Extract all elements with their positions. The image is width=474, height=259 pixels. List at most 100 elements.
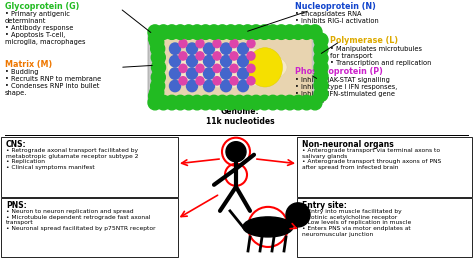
Circle shape: [148, 95, 162, 110]
Circle shape: [203, 80, 215, 92]
Circle shape: [150, 35, 164, 49]
Circle shape: [196, 77, 204, 85]
Circle shape: [156, 95, 171, 110]
Circle shape: [213, 64, 221, 73]
Circle shape: [314, 42, 328, 57]
Circle shape: [314, 87, 328, 102]
FancyBboxPatch shape: [1, 137, 178, 197]
Text: • Inhibits JAK-STAT signalling
• Inhibits type I IFN responses,
• Inhibits IFN-s: • Inhibits JAK-STAT signalling • Inhibit…: [295, 77, 397, 104]
Circle shape: [308, 25, 322, 39]
Text: • Neuron to neuron replication and spread
• Microtubule dependent retrograde fas: • Neuron to neuron replication and sprea…: [6, 209, 155, 231]
Circle shape: [220, 55, 231, 67]
Circle shape: [237, 80, 248, 92]
Circle shape: [283, 25, 297, 39]
Circle shape: [151, 79, 164, 93]
Circle shape: [232, 95, 246, 110]
Text: PNS:: PNS:: [6, 201, 27, 210]
Text: Glycoprotein (G): Glycoprotein (G): [5, 2, 79, 11]
Circle shape: [182, 25, 196, 39]
Text: Genome:
11k nucleotides: Genome: 11k nucleotides: [206, 107, 274, 126]
Circle shape: [220, 80, 231, 92]
Text: Nucleoprotein (N): Nucleoprotein (N): [295, 2, 376, 11]
Circle shape: [286, 203, 310, 227]
Circle shape: [196, 39, 204, 48]
Circle shape: [190, 95, 204, 110]
Circle shape: [308, 95, 322, 110]
Circle shape: [226, 142, 246, 162]
Circle shape: [230, 64, 238, 73]
Circle shape: [230, 39, 238, 48]
Circle shape: [230, 77, 238, 85]
Circle shape: [274, 25, 288, 39]
Circle shape: [257, 25, 272, 39]
Circle shape: [213, 52, 221, 60]
Circle shape: [215, 25, 229, 39]
Circle shape: [314, 60, 328, 75]
Circle shape: [224, 25, 238, 39]
Circle shape: [179, 77, 187, 85]
Circle shape: [173, 25, 187, 39]
Circle shape: [249, 25, 263, 39]
Circle shape: [283, 95, 297, 110]
Circle shape: [241, 95, 255, 110]
Circle shape: [207, 95, 221, 110]
FancyBboxPatch shape: [154, 32, 312, 98]
Text: Matrix (M): Matrix (M): [5, 60, 52, 69]
Circle shape: [173, 95, 187, 110]
Text: Non-neuronal organs: Non-neuronal organs: [302, 140, 394, 149]
Text: Entry site:: Entry site:: [302, 201, 347, 210]
Circle shape: [170, 43, 181, 54]
Circle shape: [156, 25, 171, 39]
Circle shape: [196, 52, 204, 60]
Circle shape: [186, 55, 198, 67]
Ellipse shape: [243, 217, 293, 237]
Ellipse shape: [167, 47, 287, 88]
Circle shape: [196, 64, 204, 73]
Circle shape: [199, 95, 212, 110]
Circle shape: [203, 55, 215, 67]
Circle shape: [150, 85, 164, 100]
Circle shape: [186, 80, 198, 92]
FancyBboxPatch shape: [1, 198, 178, 257]
Circle shape: [224, 95, 238, 110]
Circle shape: [170, 68, 181, 79]
Circle shape: [237, 68, 248, 79]
Circle shape: [300, 95, 314, 110]
Circle shape: [182, 95, 196, 110]
Circle shape: [179, 52, 187, 60]
FancyBboxPatch shape: [297, 198, 472, 257]
Circle shape: [230, 52, 238, 60]
Circle shape: [170, 55, 181, 67]
Circle shape: [247, 39, 255, 48]
Circle shape: [149, 32, 163, 46]
FancyBboxPatch shape: [297, 137, 472, 197]
Circle shape: [203, 43, 215, 54]
Circle shape: [165, 95, 179, 110]
Circle shape: [247, 52, 255, 60]
Circle shape: [247, 77, 255, 85]
Circle shape: [165, 25, 179, 39]
Circle shape: [186, 68, 198, 79]
Text: Polymerase (L): Polymerase (L): [330, 36, 398, 45]
Text: • Budding
• Recruits RNP to membrane
• Condenses RNP into bullet
shape.: • Budding • Recruits RNP to membrane • C…: [5, 69, 101, 96]
Text: • Manipulates microtubules
for transport
• Transcription and replication: • Manipulates microtubules for transport…: [330, 46, 431, 66]
Circle shape: [237, 43, 248, 54]
Circle shape: [291, 95, 305, 110]
Circle shape: [266, 25, 280, 39]
Circle shape: [215, 95, 229, 110]
Circle shape: [266, 95, 280, 110]
Text: • Primary antigenic
determinant
• Antibody response
• Apoptosis T-cell,
microgli: • Primary antigenic determinant • Antibo…: [5, 11, 85, 45]
Circle shape: [203, 68, 215, 79]
Circle shape: [249, 95, 263, 110]
Text: • Retrograde axonal transport facilitated by
metabotropic glutamate receptor sub: • Retrograde axonal transport facilitate…: [6, 148, 138, 170]
Circle shape: [314, 69, 328, 84]
Circle shape: [241, 25, 255, 39]
Circle shape: [213, 77, 221, 85]
Circle shape: [186, 43, 198, 54]
Circle shape: [151, 50, 165, 65]
Circle shape: [232, 25, 246, 39]
Circle shape: [151, 70, 165, 84]
Circle shape: [179, 39, 187, 48]
Circle shape: [220, 43, 231, 54]
Circle shape: [213, 39, 221, 48]
